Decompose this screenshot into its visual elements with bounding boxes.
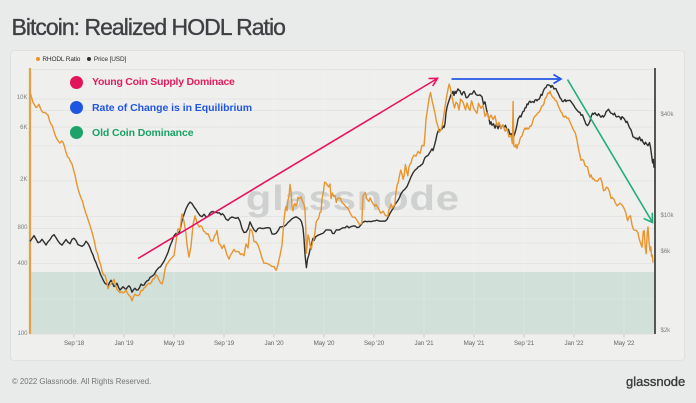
svg-text:glassnode: glassnode bbox=[246, 179, 460, 218]
